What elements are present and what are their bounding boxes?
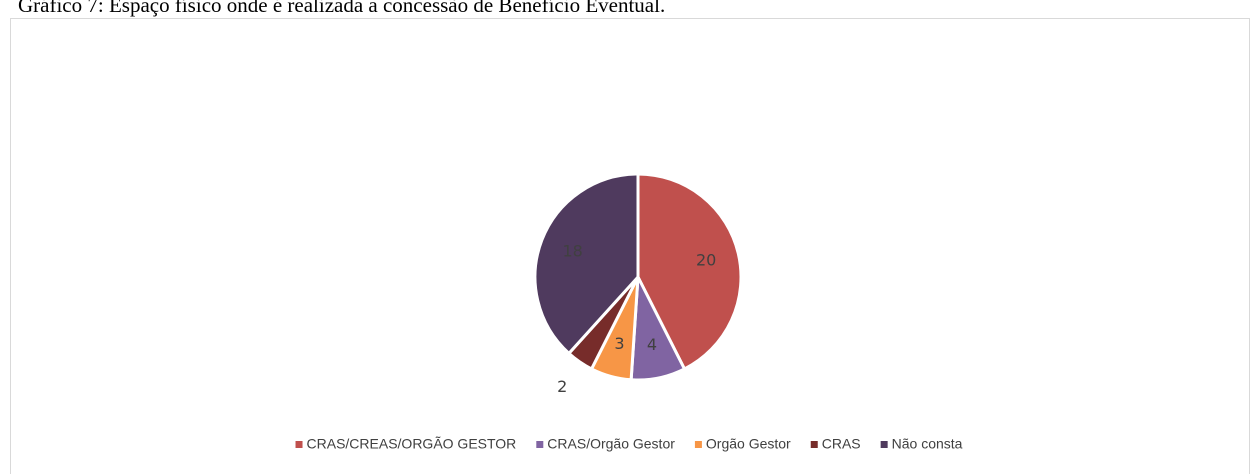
data-label: 20 bbox=[696, 250, 716, 269]
data-label: 3 bbox=[614, 334, 624, 353]
data-label: 18 bbox=[562, 241, 582, 260]
chart-title: Gráfico 7: Espaço físico onde é realizad… bbox=[18, 0, 665, 17]
legend-swatch bbox=[694, 441, 702, 448]
legend-label: CRAS/CREAS/ORGÃO GESTOR bbox=[307, 436, 517, 452]
legend-swatch bbox=[880, 441, 888, 448]
legend-label: Não consta bbox=[892, 436, 963, 452]
data-label: 2 bbox=[557, 377, 567, 396]
legend-label: CRAS bbox=[822, 436, 861, 452]
pie-slice bbox=[636, 172, 743, 371]
pie-slice bbox=[533, 172, 640, 356]
data-label: 4 bbox=[647, 335, 657, 354]
legend-label: Orgão Gestor bbox=[706, 436, 791, 452]
legend-swatch bbox=[295, 441, 303, 448]
legend-swatch bbox=[810, 441, 818, 448]
legend-label: CRAS/Orgão Gestor bbox=[547, 436, 675, 452]
legend-swatch bbox=[536, 441, 544, 448]
